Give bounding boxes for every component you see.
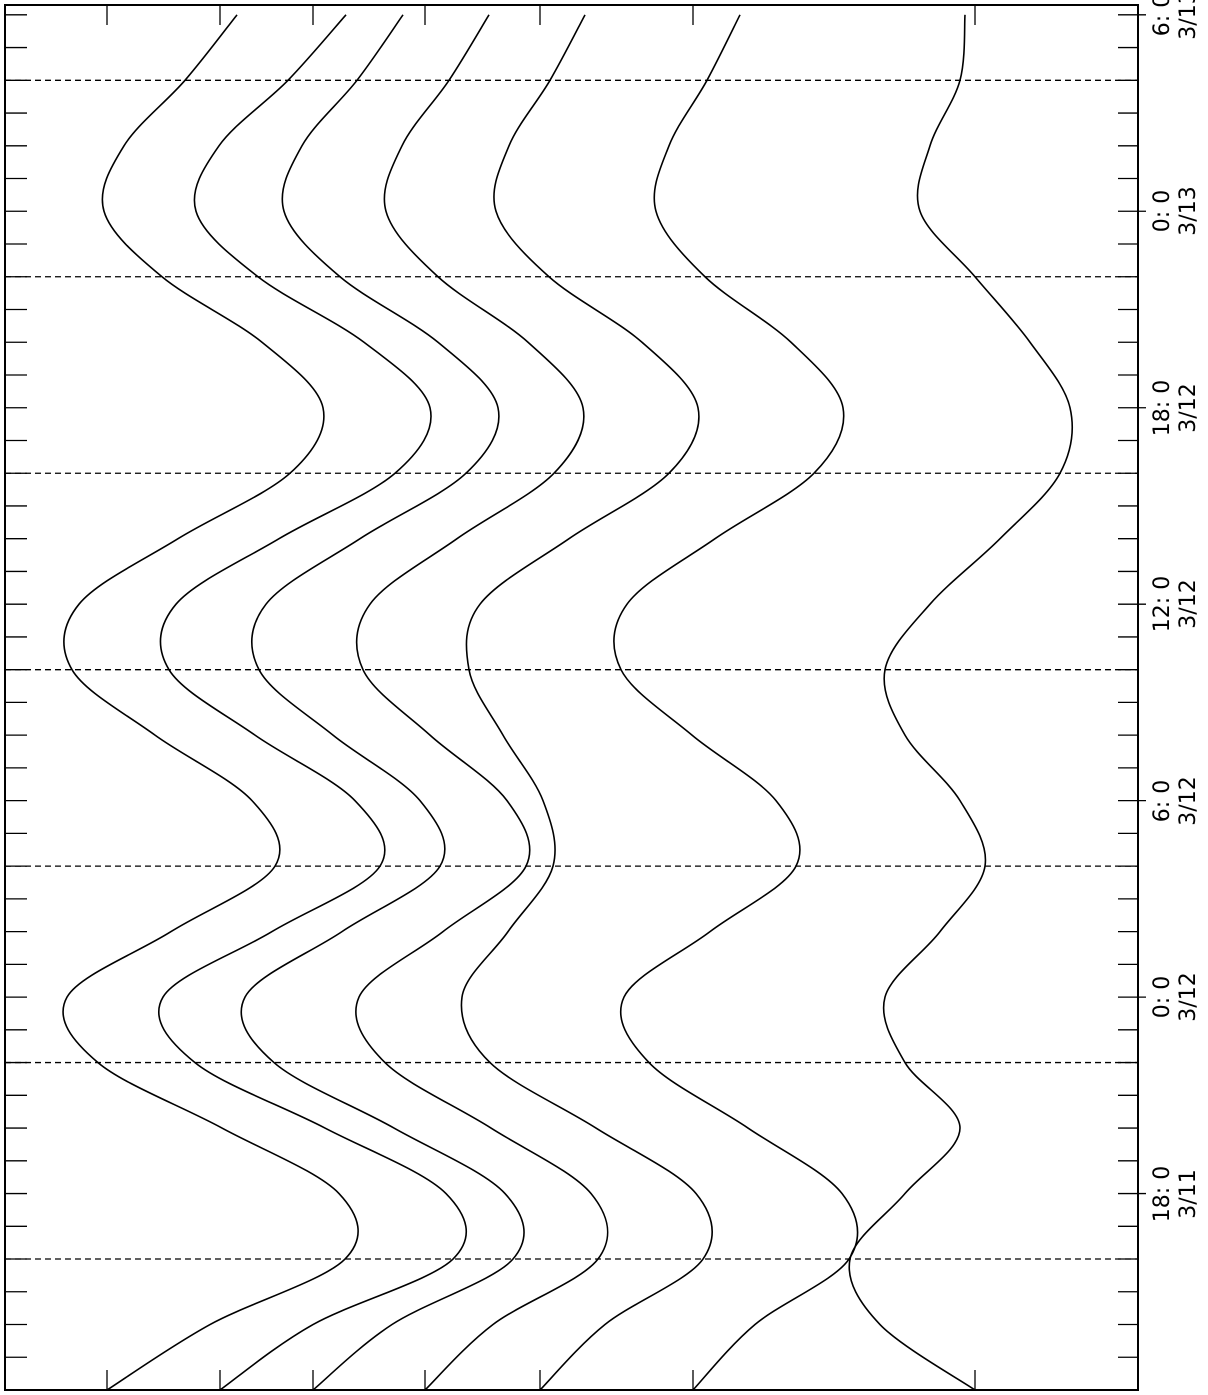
trace [240,14,525,1391]
trace [158,14,468,1391]
plot-frame [4,4,1139,1391]
x-tick-label: 12: 0 3/12 [1150,575,1201,633]
x-tick-label: 6: 0 3/12 [1150,775,1201,826]
x-tick-label: 18: 0 3/12 [1150,379,1201,436]
trace [355,14,609,1391]
x-tick-label: 6: 0 3/13 [1150,0,1201,40]
trace [613,14,859,1391]
trace [848,14,1074,1391]
x-tick-label: 0: 0 3/13 [1150,186,1201,236]
trace [62,14,359,1391]
x-tick-label: 0: 0 3/12 [1150,972,1201,1022]
x-tick-label: 18: 0 3/11 [1150,1165,1201,1222]
trace [460,14,713,1391]
